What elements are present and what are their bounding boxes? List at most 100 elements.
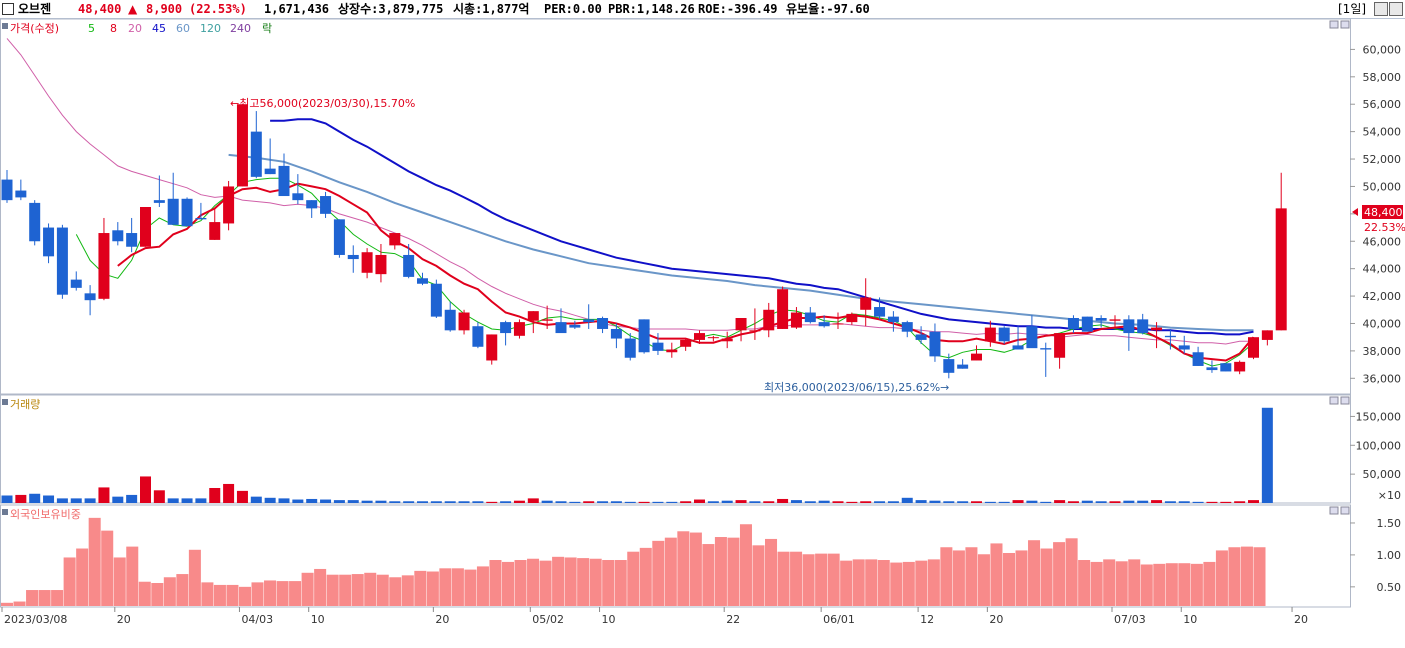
foreign-bar: [176, 574, 189, 606]
volume-bar: [998, 501, 1010, 503]
volume-bar: [223, 483, 235, 503]
volume-bar: [943, 501, 955, 503]
minimize-panel-icon[interactable]: [1329, 20, 1339, 29]
foreign-bar: [589, 558, 602, 606]
candle-body: [1040, 348, 1052, 350]
candle-body: [1151, 327, 1163, 331]
volume-bar: [541, 500, 553, 503]
candle-body: [1275, 208, 1287, 331]
foreign-bar: [990, 543, 1003, 606]
foreign-bar: [890, 562, 903, 606]
candle-body: [112, 230, 124, 242]
panel-menu-icon[interactable]: [2, 509, 8, 515]
volume-bar: [1220, 501, 1232, 503]
foreign-bar: [351, 574, 364, 606]
volume-bar: [140, 476, 151, 503]
candle: [943, 353, 955, 379]
period-selector[interactable]: [1일]: [1338, 2, 1367, 16]
foreign-bar: [113, 557, 126, 606]
volume-tick-label: 150,000: [1356, 410, 1402, 423]
foreign-bar: [714, 537, 727, 606]
volume-bar: [15, 494, 27, 503]
listed-shares: 상장수:3,879,775: [338, 2, 444, 16]
candle-body: [306, 200, 318, 209]
candle: [624, 333, 636, 361]
close-panel-icon[interactable]: [1340, 396, 1350, 405]
candle: [929, 323, 941, 362]
candle: [347, 245, 359, 273]
candle: [1040, 342, 1052, 377]
minimize-panel-icon[interactable]: [1329, 506, 1339, 515]
candle: [1192, 346, 1204, 366]
foreign-bar: [977, 554, 990, 606]
panel-menu-icon[interactable]: [2, 23, 8, 29]
foreign-bar: [101, 530, 114, 606]
volume-bar: [1109, 501, 1121, 503]
volume-bar: [957, 501, 969, 503]
minimize-panel-icon[interactable]: [1329, 396, 1339, 405]
foreign-bar: [752, 545, 765, 606]
volume-bar: [458, 501, 470, 503]
volume-unit-label: ×10: [1378, 489, 1401, 502]
candle-body: [929, 331, 941, 357]
foreign-bar: [1190, 563, 1203, 606]
foreign-bar: [564, 557, 577, 606]
candle-body: [1192, 352, 1204, 366]
date-tick-label: 05/02: [532, 613, 564, 626]
candle: [749, 308, 761, 340]
candle: [1206, 360, 1218, 373]
candle-body: [140, 207, 151, 247]
candle: [223, 180, 235, 231]
date-tick-label: 07/03: [1114, 613, 1146, 626]
volume-bar: [361, 500, 373, 503]
foreign-bar: [464, 569, 477, 606]
foreign-bar: [664, 537, 677, 606]
close-panel-icon[interactable]: [1340, 20, 1350, 29]
market-cap: 시총:1,877억: [453, 2, 530, 16]
foreign-bar: [339, 574, 352, 606]
candle: [666, 342, 678, 358]
candle: [15, 179, 27, 201]
volume-bar: [153, 490, 165, 503]
foreign-bar: [251, 582, 264, 606]
panel-controls[interactable]: [1329, 20, 1350, 515]
candle: [292, 174, 304, 205]
foreign-bar: [376, 574, 389, 606]
candle: [140, 207, 151, 247]
select-checkbox[interactable]: [2, 3, 14, 15]
panel-menu-icon[interactable]: [2, 399, 8, 405]
restore-window-icon[interactable]: [1374, 2, 1388, 16]
foreign-bar: [527, 558, 540, 606]
candle: [1067, 315, 1079, 334]
volume-bar: [500, 501, 512, 503]
date-tick-label: 20: [435, 613, 449, 626]
date-tick-label: 04/03: [241, 613, 273, 626]
candle-body: [527, 311, 539, 321]
candle: [721, 331, 733, 349]
close-panel-icon[interactable]: [1340, 506, 1350, 515]
volume-bar: [513, 500, 525, 503]
candle: [513, 319, 525, 339]
candle-body: [84, 293, 96, 301]
candle: [971, 345, 982, 361]
foreign-bar: [13, 601, 26, 606]
price-tick-label: 60,000: [1363, 43, 1402, 56]
pbr-value: PBR:1,148.26: [608, 2, 695, 16]
foreign-bar: [965, 547, 978, 606]
foreign-bar: [213, 584, 226, 606]
volume-bar: [763, 501, 775, 503]
foreign-bar: [1103, 559, 1116, 606]
candle-body: [1054, 333, 1066, 358]
candle-body: [790, 312, 802, 328]
volume-bar: [887, 501, 899, 503]
volume-bar: [472, 501, 484, 503]
candle: [112, 222, 124, 246]
legend-ma45: 45: [152, 22, 166, 35]
foreign-bar: [1028, 540, 1041, 606]
volume-bar: [1192, 501, 1204, 503]
close-window-icon[interactable]: [1389, 2, 1403, 16]
volume-bar: [1234, 501, 1246, 503]
candle-body: [569, 324, 581, 328]
candle-body: [555, 322, 567, 334]
candle: [1054, 333, 1066, 369]
